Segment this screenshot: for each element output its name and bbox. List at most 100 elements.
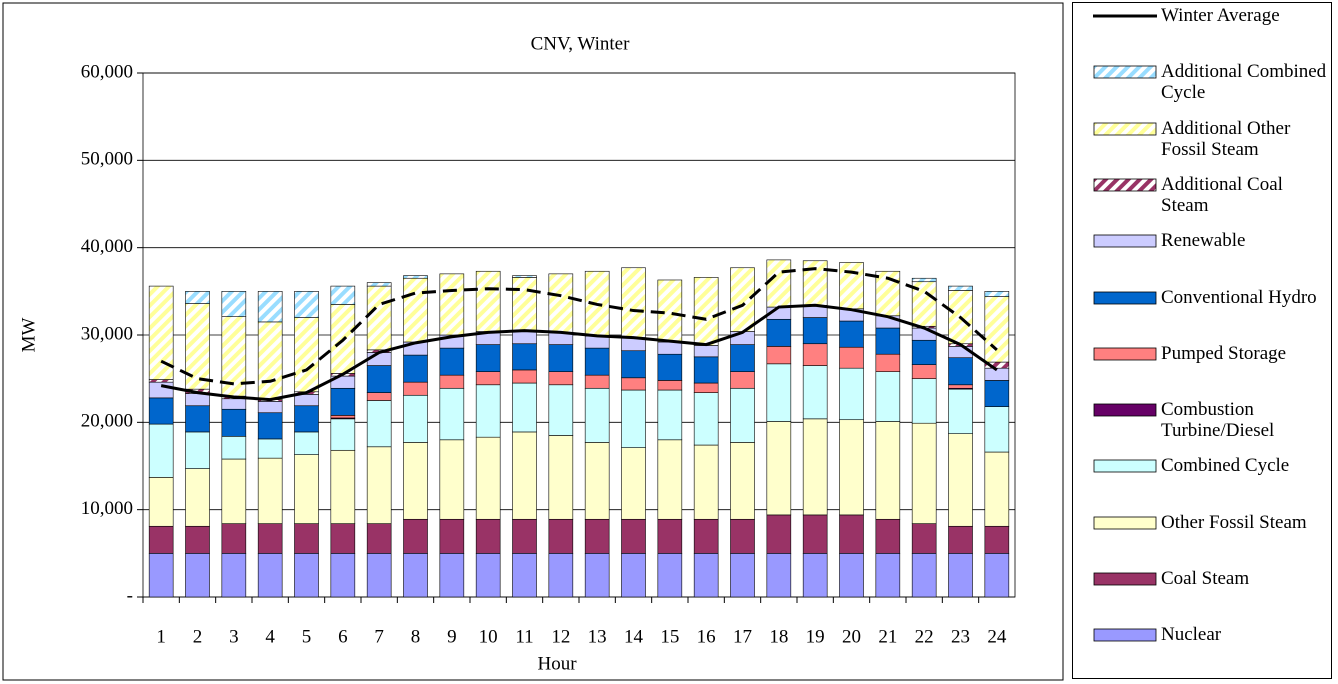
bar-segment	[766, 363, 792, 422]
legend-entry: Additional Coal Steam	[1093, 174, 1329, 216]
bar-segment	[548, 553, 574, 598]
bar-segment	[839, 346, 864, 369]
x-tick-label: 20	[842, 626, 861, 647]
bar-segment	[984, 291, 1010, 297]
bar-segment	[366, 446, 392, 524]
legend-entry: Combustion Turbine/Diesel	[1093, 399, 1329, 441]
bar-segment	[621, 389, 646, 448]
bar-segment	[439, 553, 465, 598]
x-tick-label: 6	[338, 626, 348, 647]
bar-segment	[948, 285, 973, 291]
legend-entry: Conventional Hydro	[1093, 287, 1329, 308]
bar-segment	[257, 401, 283, 414]
x-tick-label: 12	[551, 626, 570, 647]
bar-segment	[148, 423, 174, 478]
x-tick-label: 9	[447, 626, 457, 647]
legend-swatch	[1093, 459, 1157, 473]
bar-segment	[221, 436, 247, 460]
bar-segment	[330, 415, 356, 419]
legend-entry: Coal Steam	[1093, 568, 1329, 589]
legend-label: Nuclear	[1161, 624, 1222, 646]
bar-segment	[621, 518, 646, 554]
bar-segment	[512, 275, 537, 278]
legend-label: Additional Other Fossil Steam	[1161, 117, 1291, 160]
legend-label: Pumped Storage	[1161, 342, 1287, 364]
bar-segment	[294, 394, 319, 407]
bar-segment	[548, 435, 574, 520]
bar-segment	[730, 553, 755, 598]
bar-segment	[911, 553, 937, 598]
bar-segment	[257, 438, 283, 459]
bar-segment	[294, 553, 319, 598]
legend-box	[1093, 178, 1157, 192]
bar-segment	[294, 405, 319, 433]
bar-segment	[548, 371, 574, 386]
bar-segment	[366, 282, 392, 287]
bar-segment	[366, 523, 392, 554]
bar-segment	[148, 397, 174, 425]
bar-segment	[257, 553, 283, 598]
bar-segment	[294, 523, 319, 554]
bar-segment	[693, 553, 719, 598]
bar-segment	[584, 374, 610, 389]
bar-segment	[984, 553, 1010, 598]
bar-segment	[875, 518, 901, 554]
dashed-line	[160, 267, 998, 386]
x-tick-label: 15	[660, 626, 679, 647]
legend-entry: Additional Combined Cycle	[1093, 61, 1329, 103]
bar-segment	[693, 345, 719, 358]
x-tick-label: 24	[987, 626, 1007, 647]
y-tick-label: 10,000	[81, 498, 133, 519]
bar-segment	[366, 392, 392, 401]
bar-segment	[148, 379, 174, 383]
bar-segment	[948, 388, 973, 434]
bar-segment	[548, 273, 574, 333]
bar-segment	[548, 518, 574, 554]
legend-swatch	[1093, 65, 1157, 79]
bar-segment	[875, 353, 901, 372]
bar-segment	[839, 320, 864, 348]
bar-segment	[911, 277, 937, 283]
bar-segment	[439, 518, 465, 554]
bar-segment	[802, 418, 828, 516]
x-tick-label: 4	[265, 626, 275, 647]
bar-segment	[584, 518, 610, 554]
chart-border	[2, 2, 1064, 681]
bar-segment	[839, 553, 864, 598]
legend-swatch	[1093, 572, 1157, 586]
bar-segment	[294, 317, 319, 393]
x-tick-label: 2	[193, 626, 203, 647]
bar-segment	[839, 262, 864, 310]
bar-segment	[221, 408, 247, 437]
legend-swatch	[1093, 291, 1157, 304]
bar-segment	[657, 389, 683, 441]
bar-segment	[475, 436, 501, 520]
bar-segment	[802, 365, 828, 420]
bar-segment	[294, 454, 319, 524]
legend-entry: Pumped Storage	[1093, 343, 1329, 364]
x-tick-label: 13	[588, 626, 607, 647]
legend-box	[1093, 572, 1157, 586]
legend-box	[1093, 459, 1157, 473]
bar-segment	[257, 412, 283, 440]
bar-segment	[221, 398, 247, 410]
bar-segment	[439, 387, 465, 441]
bar-segment	[512, 343, 537, 371]
legend-label: Conventional Hydro	[1161, 286, 1317, 308]
legend-entry: Additional Other Fossil Steam	[1093, 118, 1329, 160]
bar-segment	[439, 273, 465, 336]
bar-segment	[185, 431, 210, 469]
bar-segment	[839, 419, 864, 516]
legend-swatch	[1093, 347, 1157, 361]
bar-segment	[403, 354, 428, 383]
bar-segment	[475, 384, 501, 438]
bar-segment	[911, 422, 937, 524]
x-tick-label: 3	[229, 626, 239, 647]
y-tick-label: -	[127, 585, 133, 606]
x-tick-label: 18	[769, 626, 788, 647]
y-tick-label: 40,000	[81, 236, 133, 257]
bar-segment	[330, 553, 356, 598]
x-tick-label: 10	[479, 626, 498, 647]
legend-swatch	[1093, 403, 1157, 417]
